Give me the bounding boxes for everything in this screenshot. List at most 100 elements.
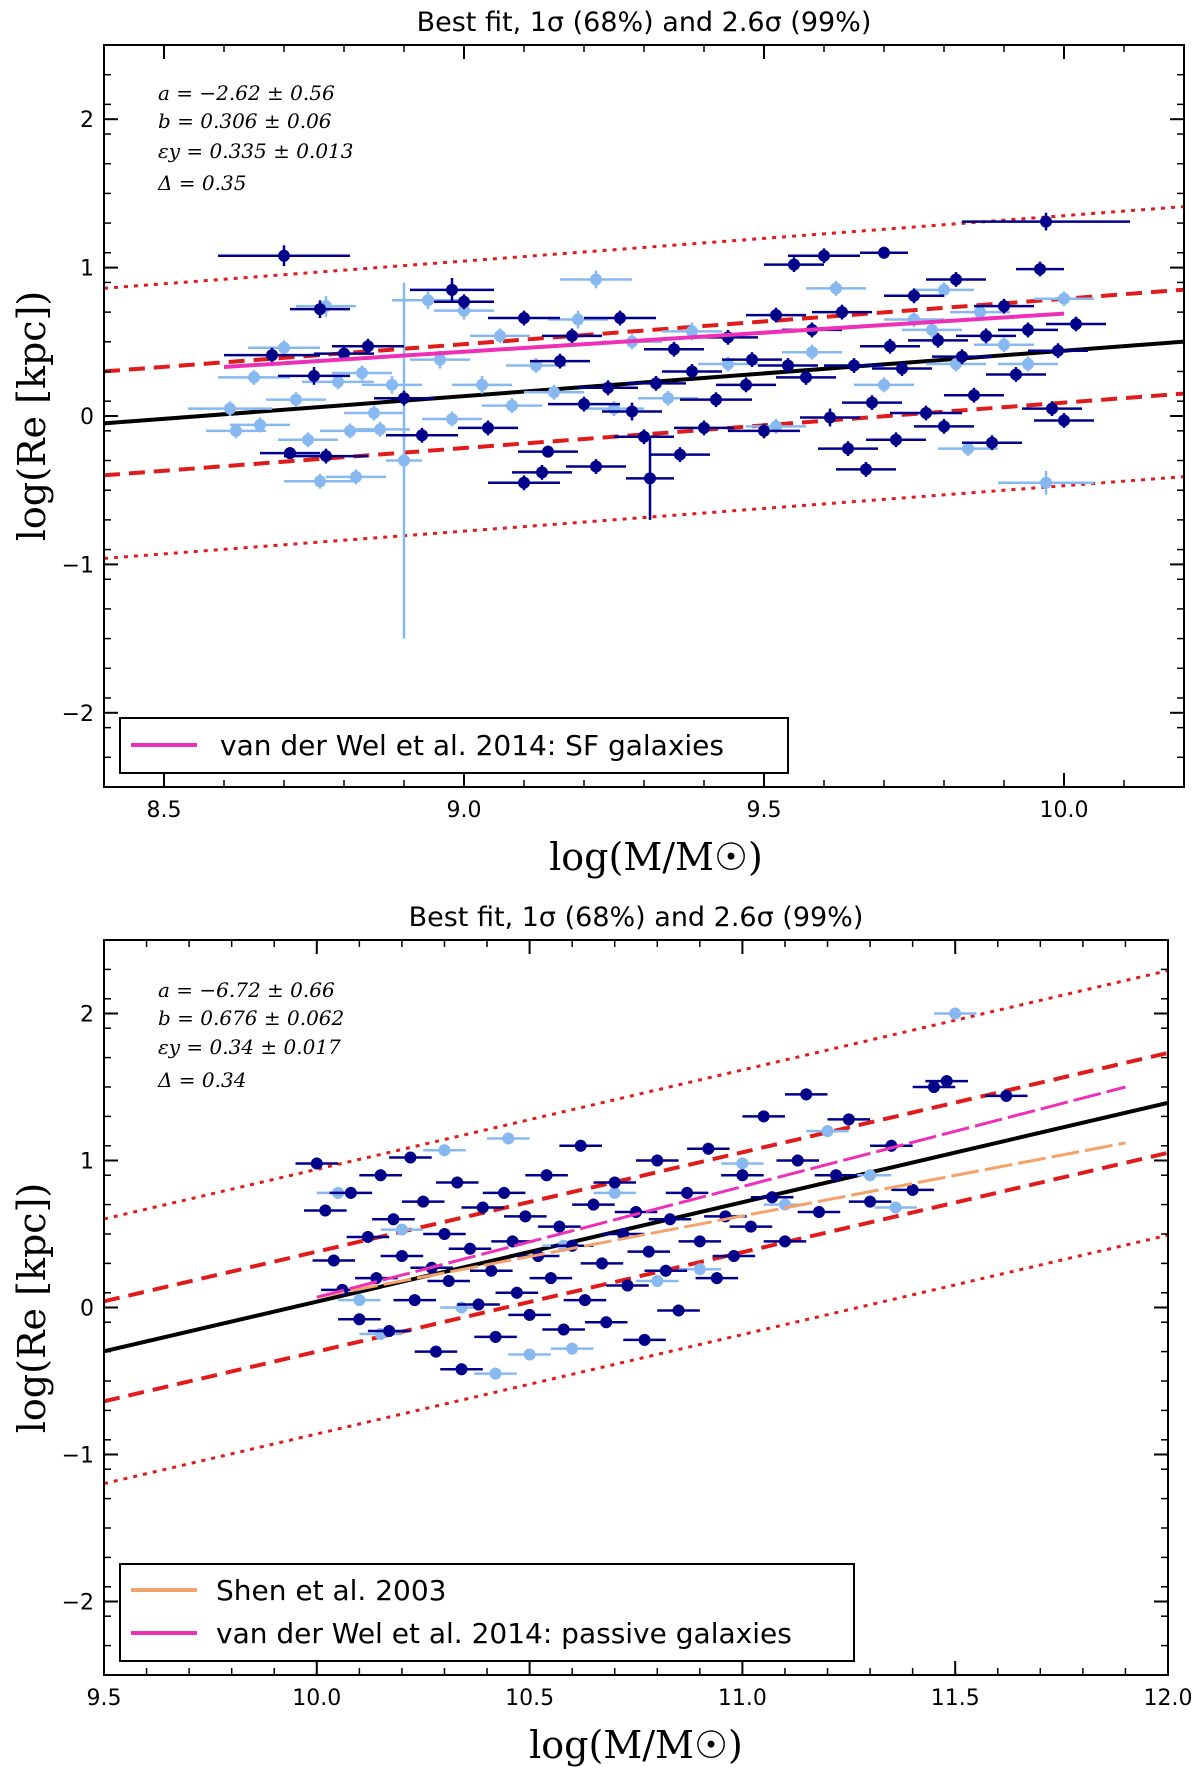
- outer-upper-band: [104, 205, 1184, 290]
- marker: [455, 1301, 468, 1314]
- marker: [416, 429, 428, 442]
- bottom-legend: Shen et al. 2003 van der Wel et al. 2014…: [119, 1563, 855, 1662]
- passive-galaxy-point: [729, 1220, 773, 1233]
- marker: [489, 1367, 502, 1380]
- passive-galaxy-point: [512, 464, 572, 480]
- top-data-points: [188, 212, 1130, 639]
- marker: [458, 295, 470, 308]
- sf-galaxy-point: [380, 1223, 424, 1236]
- passive-galaxy-point: [626, 436, 674, 520]
- top-annotation-b: b = 0.306 ± 0.06: [158, 109, 332, 133]
- passive-galaxy-point: [746, 307, 806, 323]
- passive-galaxy-point: [926, 272, 986, 287]
- passive-galaxy-point: [648, 1213, 692, 1226]
- marker: [595, 1257, 608, 1270]
- marker: [395, 1223, 408, 1236]
- marker: [578, 1294, 591, 1307]
- marker: [896, 362, 908, 375]
- marker: [590, 460, 602, 473]
- passive-galaxy-point: [284, 448, 368, 464]
- marker: [374, 1169, 387, 1182]
- passive-galaxy-point: [410, 277, 494, 302]
- y-tick-label: −1: [62, 1444, 94, 1469]
- marker: [302, 433, 314, 446]
- x-tick-label: 9.5: [87, 1686, 122, 1711]
- marker: [722, 358, 734, 371]
- passive-galaxy-point: [908, 332, 968, 348]
- passive-galaxy-point: [530, 353, 590, 369]
- passive-galaxy-point: [764, 257, 824, 273]
- marker: [386, 378, 398, 391]
- top-axis-ticks: 8.5 9.0 9.5 10.0 −2 −1 0 1 2: [62, 44, 1185, 823]
- passive-galaxy-point: [842, 395, 902, 411]
- marker: [278, 249, 290, 262]
- passive-galaxy-point: [525, 1169, 568, 1182]
- passive-galaxy-point: [423, 1228, 466, 1240]
- marker: [476, 378, 488, 391]
- marker: [664, 1213, 677, 1226]
- marker: [1022, 358, 1034, 371]
- passive-galaxy-point: [914, 418, 974, 434]
- marker: [727, 1250, 740, 1263]
- passive-galaxy-point: [925, 1075, 968, 1088]
- passive-galaxy-point: [962, 435, 1022, 451]
- marker: [356, 366, 368, 379]
- marker: [574, 1139, 587, 1152]
- marker: [693, 1263, 706, 1276]
- marker: [417, 1195, 430, 1208]
- marker: [681, 1186, 694, 1199]
- marker: [327, 1254, 340, 1267]
- marker: [338, 347, 350, 360]
- marker: [668, 343, 680, 356]
- passive-galaxy-point: [627, 1245, 671, 1258]
- passive-galaxy-point: [662, 364, 722, 379]
- bottom-annotation-delta: Δ = 0.34: [157, 1068, 246, 1092]
- passive-galaxy-point: [559, 1139, 602, 1152]
- passive-galaxy-point: [644, 341, 704, 357]
- marker: [383, 1325, 396, 1338]
- passive-galaxy-point: [401, 1195, 445, 1208]
- passive-galaxy-point: [427, 1275, 471, 1288]
- sf-galaxy-point: [338, 1294, 381, 1307]
- marker: [650, 377, 662, 390]
- marker: [940, 1075, 953, 1088]
- passive-galaxy-point: [763, 1235, 807, 1248]
- passive-galaxy-point: [962, 212, 1130, 231]
- sf-galaxy-point: [524, 384, 584, 400]
- y-tick-label: 0: [80, 1297, 94, 1322]
- bottom-chart-title: Best fit, 1σ (68%) and 2.6σ (99%): [409, 902, 864, 933]
- marker: [314, 303, 326, 316]
- marker: [498, 1186, 511, 1199]
- marker: [319, 1204, 332, 1217]
- marker: [1058, 414, 1070, 427]
- passive-galaxy-point: [393, 1294, 436, 1307]
- marker: [824, 411, 836, 424]
- sf-galaxy-point: [806, 1125, 849, 1138]
- passive-galaxy-point: [695, 1272, 739, 1285]
- marker: [818, 249, 830, 262]
- passive-galaxy-point: [414, 1345, 458, 1358]
- sf-galaxy-point: [284, 473, 356, 489]
- marker: [744, 1220, 757, 1233]
- top-reference-lines: [223, 311, 1065, 370]
- passive-galaxy-point: [678, 1235, 722, 1248]
- marker: [621, 1279, 634, 1292]
- marker: [651, 1275, 664, 1288]
- marker: [254, 418, 266, 431]
- sf-galaxy-point: [678, 1263, 722, 1276]
- marker: [878, 246, 890, 259]
- passive-galaxy-point: [650, 447, 710, 463]
- marker: [890, 433, 902, 446]
- passive-galaxy-point: [580, 1257, 624, 1270]
- marker: [1070, 317, 1082, 330]
- marker: [906, 1183, 919, 1196]
- marker: [455, 1363, 468, 1376]
- vdw-reference-line: [316, 1085, 1126, 1299]
- marker: [476, 1201, 489, 1214]
- sf-galaxy-point: [662, 322, 722, 341]
- y-tick-label: 0: [80, 405, 94, 430]
- passive-galaxy-point: [529, 1272, 573, 1285]
- sf-galaxy-point: [636, 1275, 679, 1288]
- marker: [659, 1264, 672, 1277]
- marker: [956, 350, 968, 363]
